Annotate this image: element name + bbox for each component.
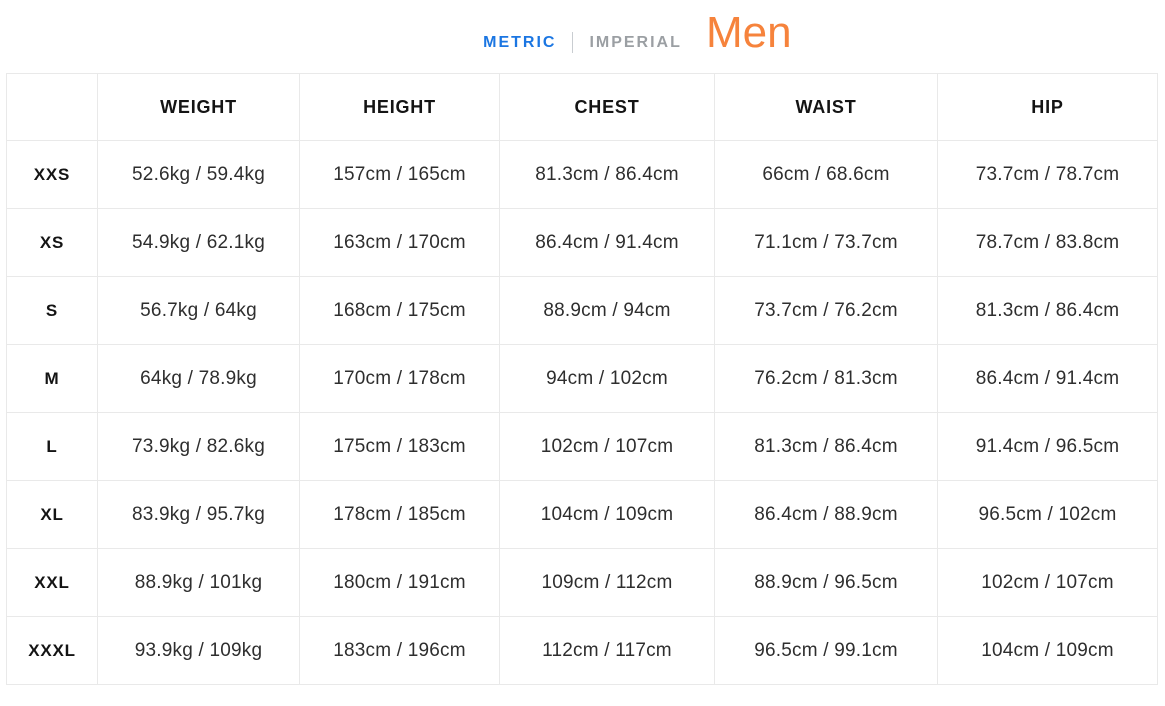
- column-header-height: HEIGHT: [299, 73, 500, 141]
- column-header-hip: HIP: [937, 73, 1158, 141]
- chest-cell: 109cm / 112cm: [499, 548, 715, 617]
- size-label: M: [6, 344, 98, 413]
- size-label: XS: [6, 208, 98, 277]
- page-title: Men: [706, 8, 792, 57]
- hip-cell: 81.3cm / 86.4cm: [937, 276, 1158, 345]
- waist-cell: 88.9cm / 96.5cm: [714, 548, 938, 617]
- hip-cell: 86.4cm / 91.4cm: [937, 344, 1158, 413]
- hip-cell: 91.4cm / 96.5cm: [937, 412, 1158, 481]
- page-header: METRIC IMPERIAL Men: [0, 0, 1165, 73]
- weight-cell: 88.9kg / 101kg: [97, 548, 300, 617]
- waist-cell: 86.4cm / 88.9cm: [714, 480, 938, 549]
- height-cell: 163cm / 170cm: [299, 208, 500, 277]
- hip-cell: 96.5cm / 102cm: [937, 480, 1158, 549]
- size-chart: WEIGHT HEIGHT CHEST WAIST HIP XXS 52.6kg…: [0, 73, 1165, 685]
- chest-cell: 104cm / 109cm: [499, 480, 715, 549]
- table-row: S 56.7kg / 64kg 168cm / 175cm 88.9cm / 9…: [6, 276, 1158, 345]
- height-cell: 178cm / 185cm: [299, 480, 500, 549]
- table-row: XS 54.9kg / 62.1kg 163cm / 170cm 86.4cm …: [6, 208, 1158, 277]
- weight-cell: 54.9kg / 62.1kg: [97, 208, 300, 277]
- table-row: XXL 88.9kg / 101kg 180cm / 191cm 109cm /…: [6, 548, 1158, 617]
- hip-cell: 102cm / 107cm: [937, 548, 1158, 617]
- hip-cell: 73.7cm / 78.7cm: [937, 140, 1158, 209]
- height-cell: 168cm / 175cm: [299, 276, 500, 345]
- weight-cell: 64kg / 78.9kg: [97, 344, 300, 413]
- weight-cell: 73.9kg / 82.6kg: [97, 412, 300, 481]
- height-cell: 170cm / 178cm: [299, 344, 500, 413]
- waist-cell: 71.1cm / 73.7cm: [714, 208, 938, 277]
- weight-cell: 56.7kg / 64kg: [97, 276, 300, 345]
- column-header-weight: WEIGHT: [97, 73, 300, 141]
- height-cell: 157cm / 165cm: [299, 140, 500, 209]
- size-label: XXL: [6, 548, 98, 617]
- chest-cell: 94cm / 102cm: [499, 344, 715, 413]
- column-header-waist: WAIST: [714, 73, 938, 141]
- weight-cell: 52.6kg / 59.4kg: [97, 140, 300, 209]
- waist-cell: 66cm / 68.6cm: [714, 140, 938, 209]
- tab-imperial[interactable]: IMPERIAL: [589, 33, 682, 51]
- table-row: XL 83.9kg / 95.7kg 178cm / 185cm 104cm /…: [6, 480, 1158, 549]
- height-cell: 180cm / 191cm: [299, 548, 500, 617]
- column-header-chest: CHEST: [499, 73, 715, 141]
- table-row: XXXL 93.9kg / 109kg 183cm / 196cm 112cm …: [6, 616, 1158, 685]
- size-label: XXS: [6, 140, 98, 209]
- size-label: XL: [6, 480, 98, 549]
- hip-cell: 78.7cm / 83.8cm: [937, 208, 1158, 277]
- toggle-divider: [572, 32, 574, 53]
- size-label: L: [6, 412, 98, 481]
- weight-cell: 93.9kg / 109kg: [97, 616, 300, 685]
- tab-metric[interactable]: METRIC: [483, 33, 557, 51]
- chest-cell: 102cm / 107cm: [499, 412, 715, 481]
- chest-cell: 112cm / 117cm: [499, 616, 715, 685]
- size-label: XXXL: [6, 616, 98, 685]
- size-label: S: [6, 276, 98, 345]
- chest-cell: 81.3cm / 86.4cm: [499, 140, 715, 209]
- size-table: WEIGHT HEIGHT CHEST WAIST HIP XXS 52.6kg…: [6, 73, 1158, 685]
- unit-toggle: METRIC IMPERIAL: [0, 32, 1165, 53]
- hip-cell: 104cm / 109cm: [937, 616, 1158, 685]
- corner-cell: [6, 73, 98, 141]
- weight-cell: 83.9kg / 95.7kg: [97, 480, 300, 549]
- chest-cell: 86.4cm / 91.4cm: [499, 208, 715, 277]
- height-cell: 175cm / 183cm: [299, 412, 500, 481]
- height-cell: 183cm / 196cm: [299, 616, 500, 685]
- chest-cell: 88.9cm / 94cm: [499, 276, 715, 345]
- table-row: L 73.9kg / 82.6kg 175cm / 183cm 102cm / …: [6, 412, 1158, 481]
- table-row: M 64kg / 78.9kg 170cm / 178cm 94cm / 102…: [6, 344, 1158, 413]
- waist-cell: 96.5cm / 99.1cm: [714, 616, 938, 685]
- waist-cell: 81.3cm / 86.4cm: [714, 412, 938, 481]
- waist-cell: 73.7cm / 76.2cm: [714, 276, 938, 345]
- waist-cell: 76.2cm / 81.3cm: [714, 344, 938, 413]
- header-row: WEIGHT HEIGHT CHEST WAIST HIP: [6, 73, 1158, 141]
- table-row: XXS 52.6kg / 59.4kg 157cm / 165cm 81.3cm…: [6, 140, 1158, 209]
